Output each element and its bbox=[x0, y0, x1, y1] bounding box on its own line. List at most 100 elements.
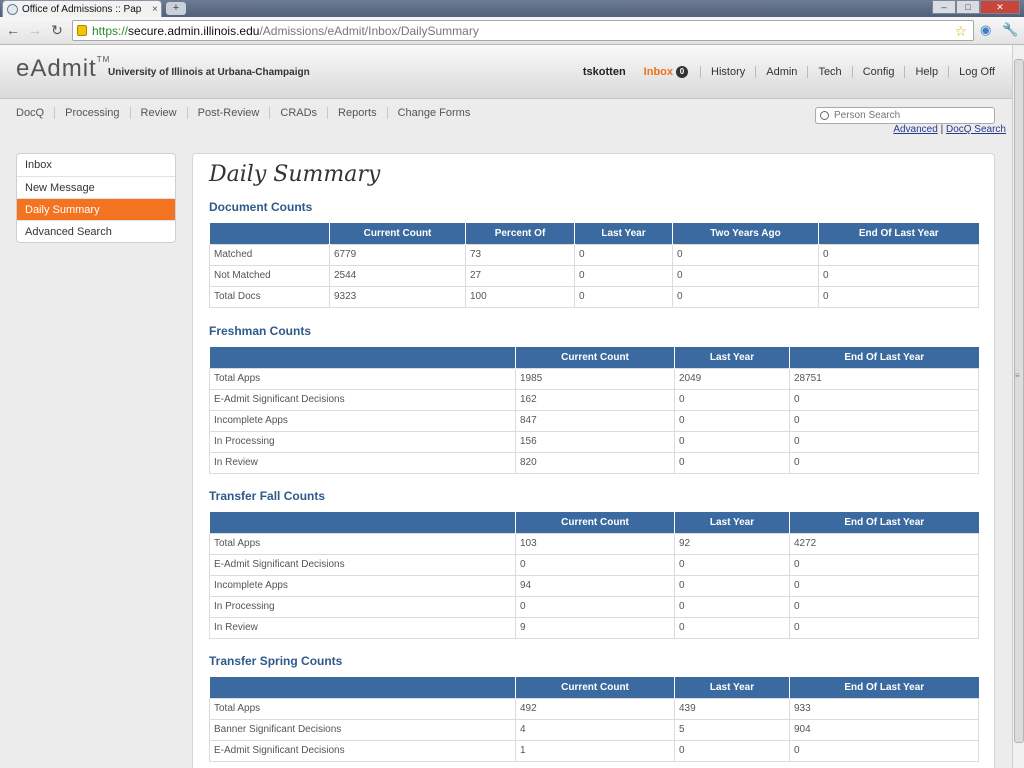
url-scheme: https:// bbox=[92, 23, 129, 38]
subnav-change-forms[interactable]: Change Forms bbox=[386, 107, 481, 119]
subnav-crads[interactable]: CRADs bbox=[269, 107, 327, 119]
table-cell: 0 bbox=[674, 451, 790, 474]
tech-link[interactable]: Tech bbox=[807, 66, 851, 78]
table-row: Total Apps 492 439 933 bbox=[209, 697, 979, 720]
table-cell: 9 bbox=[515, 616, 675, 639]
table-cell: 0 bbox=[818, 243, 979, 266]
column-header: End Of Last Year bbox=[789, 347, 979, 368]
close-tab-icon[interactable]: × bbox=[152, 3, 158, 15]
table-cell: 439 bbox=[674, 697, 790, 720]
docq-search-link[interactable]: DocQ Search bbox=[945, 124, 1006, 135]
config-link[interactable]: Config bbox=[851, 66, 905, 78]
table-cell: 0 bbox=[672, 264, 819, 287]
search-icon bbox=[820, 111, 829, 120]
table-cell: 0 bbox=[674, 430, 790, 453]
subnav-review[interactable]: Review bbox=[129, 107, 187, 119]
subnav-processing[interactable]: Processing bbox=[54, 107, 129, 119]
column-header bbox=[209, 347, 516, 368]
table-cell: 6779 bbox=[329, 243, 466, 266]
person-search-input[interactable] bbox=[834, 110, 984, 121]
advanced-search-link[interactable]: Advanced bbox=[893, 124, 938, 135]
inbox-count-badge: 0 bbox=[676, 66, 689, 78]
wrench-icon[interactable]: 🔧 bbox=[1002, 22, 1019, 37]
column-header: Two Years Ago bbox=[672, 223, 819, 244]
table-cell: 4272 bbox=[789, 532, 979, 555]
column-header: Last Year bbox=[674, 512, 790, 533]
table-cell: Total Docs bbox=[209, 285, 330, 308]
table-cell: Banner Significant Decisions bbox=[209, 718, 516, 741]
scrollbar-thumb[interactable] bbox=[1014, 59, 1024, 743]
table-cell: 492 bbox=[515, 697, 675, 720]
table-row: In Processing 156 0 0 bbox=[209, 430, 979, 453]
table-cell: 0 bbox=[789, 409, 979, 432]
table-cell: Matched bbox=[209, 243, 330, 266]
table-cell: 0 bbox=[515, 553, 675, 576]
table-cell: 0 bbox=[574, 285, 673, 308]
subnav-post-review[interactable]: Post-Review bbox=[186, 107, 270, 119]
table-cell: Incomplete Apps bbox=[209, 574, 516, 597]
star-icon[interactable]: ☆ bbox=[954, 23, 967, 39]
table-cell: 103 bbox=[515, 532, 675, 555]
inbox-link[interactable]: Inbox 0 bbox=[644, 66, 689, 78]
address-bar[interactable]: https:// secure.admin.illinois.edu /Admi… bbox=[72, 20, 974, 41]
table-cell: 820 bbox=[515, 451, 675, 474]
subnav-docq[interactable]: DocQ bbox=[16, 107, 45, 119]
table-row: E-Admit Significant Decisions 0 0 0 bbox=[209, 553, 979, 576]
table-cell: 94 bbox=[515, 574, 675, 597]
log-off-link[interactable]: Log Off bbox=[948, 66, 995, 78]
table-cell: 162 bbox=[515, 388, 675, 411]
back-icon[interactable]: ← bbox=[6, 22, 20, 38]
table-row: In Review 820 0 0 bbox=[209, 451, 979, 474]
sidemenu-inbox[interactable]: Inbox bbox=[25, 159, 52, 171]
table-cell: 27 bbox=[465, 264, 575, 287]
table-cell: E-Admit Significant Decisions bbox=[209, 388, 516, 411]
admin-link[interactable]: Admin bbox=[755, 66, 807, 78]
url-host: secure.admin.illinois.edu bbox=[128, 23, 260, 38]
table-cell: 2544 bbox=[329, 264, 466, 287]
globe-icon bbox=[7, 3, 18, 15]
table-cell: 0 bbox=[789, 430, 979, 453]
table-cell: 0 bbox=[789, 451, 979, 474]
forward-icon[interactable]: → bbox=[28, 22, 42, 38]
transfer-fall-counts-table: Current Count Last Year End Of Last Year… bbox=[209, 512, 979, 639]
section-title-transfer-fall-counts: Transfer Fall Counts bbox=[209, 489, 326, 503]
table-cell: 1985 bbox=[515, 367, 675, 390]
minimize-button[interactable]: – bbox=[932, 0, 956, 14]
table-cell: Incomplete Apps bbox=[209, 409, 516, 432]
table-cell: 0 bbox=[674, 595, 790, 618]
table-cell: 92 bbox=[674, 532, 790, 555]
maximize-button[interactable]: □ bbox=[956, 0, 980, 14]
table-cell: 0 bbox=[574, 264, 673, 287]
column-header: End Of Last Year bbox=[789, 512, 979, 533]
table-cell: In Processing bbox=[209, 430, 516, 453]
person-search-box[interactable] bbox=[815, 107, 995, 124]
sidemenu-advanced-search[interactable]: Advanced Search bbox=[17, 220, 175, 242]
table-cell: 904 bbox=[789, 718, 979, 741]
sidemenu-daily-summary[interactable]: Daily Summary bbox=[17, 198, 175, 220]
username: tskotten bbox=[582, 66, 626, 78]
table-cell: 5 bbox=[674, 718, 790, 741]
reload-icon[interactable]: ↻ bbox=[51, 22, 63, 38]
extension-icon[interactable]: ◉ bbox=[980, 22, 992, 37]
new-tab-button[interactable]: + bbox=[166, 2, 186, 15]
table-cell: 100 bbox=[465, 285, 575, 308]
table-row: E-Admit Significant Decisions 162 0 0 bbox=[209, 388, 979, 411]
subnav-reports[interactable]: Reports bbox=[327, 107, 387, 119]
column-header: Current Count bbox=[329, 223, 466, 244]
table-cell: 0 bbox=[674, 388, 790, 411]
table-row: Banner Significant Decisions 4 5 904 bbox=[209, 718, 979, 741]
history-link[interactable]: History bbox=[700, 66, 755, 78]
help-link[interactable]: Help bbox=[904, 66, 948, 78]
page-title: Daily Summary bbox=[209, 162, 381, 187]
scroll-grip-icon: ≡ bbox=[1015, 371, 1020, 380]
table-row: Total Docs 9323 100 0 0 0 bbox=[209, 285, 979, 308]
sidemenu-new-message[interactable]: New Message bbox=[17, 176, 175, 198]
close-window-button[interactable]: ✕ bbox=[980, 0, 1020, 14]
table-cell: Total Apps bbox=[209, 532, 516, 555]
column-header bbox=[209, 223, 330, 244]
table-cell: 0 bbox=[789, 553, 979, 576]
browser-tab[interactable]: Office of Admissions :: Pap × bbox=[2, 0, 162, 17]
column-header: Current Count bbox=[515, 677, 675, 698]
page-scrollbar[interactable]: ≡ bbox=[1012, 45, 1024, 768]
table-cell: In Processing bbox=[209, 595, 516, 618]
